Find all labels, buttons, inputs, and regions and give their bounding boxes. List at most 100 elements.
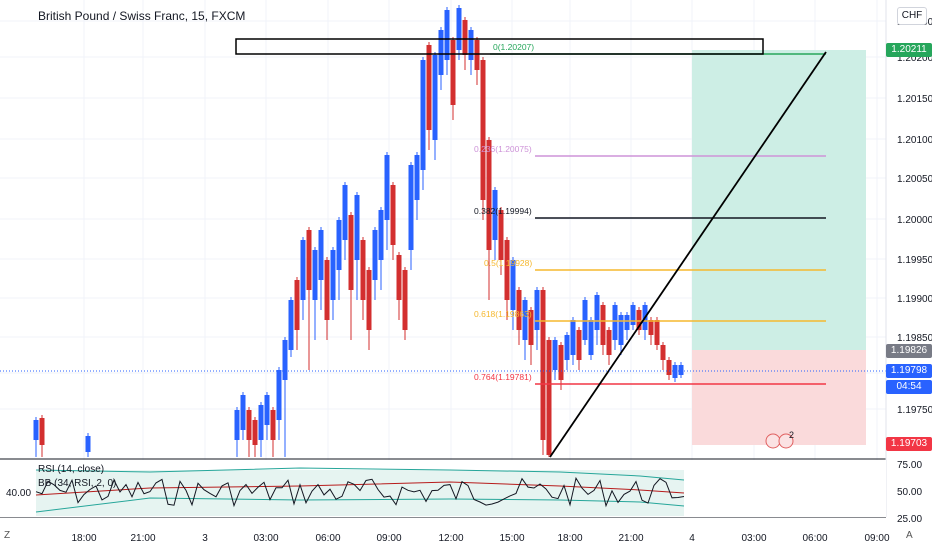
currency-button[interactable]: CHF	[897, 7, 927, 25]
candle-body	[486, 140, 492, 250]
fib-level-label: 0.764(1.19781)	[474, 372, 532, 382]
candle-body	[366, 270, 372, 330]
candle-body	[372, 230, 378, 280]
events-badge-icon[interactable]	[765, 433, 794, 449]
candle-body	[564, 335, 570, 360]
auto-scale-button[interactable]: A	[906, 530, 913, 541]
candle-body	[294, 280, 300, 330]
candle-body	[300, 240, 306, 300]
fib-level-label: 0.618(1.19863)	[474, 309, 532, 319]
price-tick-label: 1.20000	[897, 215, 932, 226]
candle-body	[270, 410, 276, 440]
fib-level-label: 0.5(1.19928)	[484, 258, 532, 268]
candle-body	[414, 155, 420, 200]
candle-body	[582, 300, 588, 340]
events-badge-count: 2	[789, 430, 794, 440]
price-tick-label: 1.19750	[897, 405, 932, 416]
bb-label[interactable]: BB (34, RSI, 2, 0)	[38, 478, 117, 489]
candle-body	[33, 420, 39, 440]
candle-body	[504, 240, 510, 300]
last-price-tag: 1.19798	[886, 364, 932, 378]
candle-body	[234, 410, 240, 440]
fib-level-label: 0(1.20207)	[493, 42, 534, 52]
candle-body	[264, 395, 270, 425]
candle-body	[426, 45, 432, 130]
rsi-line	[35, 476, 685, 508]
bb-basis	[35, 481, 685, 496]
candle-body	[546, 340, 552, 455]
candle-body	[246, 410, 252, 440]
time-tick-label: 06:00	[802, 533, 827, 544]
chart-title: British Pound / Swiss Franc, 15, FXCM	[38, 9, 246, 23]
candle-body	[432, 55, 438, 140]
candle-body	[420, 60, 426, 170]
candle-body	[522, 300, 528, 340]
price-tick-label: 1.20100	[897, 135, 932, 146]
candle-body	[354, 195, 360, 260]
candle-body	[654, 320, 660, 345]
candle-body	[462, 20, 468, 55]
candle-body	[306, 230, 312, 290]
trend-line[interactable]	[549, 51, 827, 458]
candle-body	[552, 340, 558, 370]
candle-body	[252, 420, 258, 445]
candle-body	[288, 300, 294, 350]
fib-level-label: 0.382(1.19994)	[474, 206, 532, 216]
rsi-label[interactable]: RSI (14, close)	[38, 464, 105, 475]
candle-body	[534, 290, 540, 330]
candle-body	[540, 290, 546, 440]
time-tick-label: 15:00	[499, 533, 524, 544]
price-tick-label: 1.20200	[897, 53, 932, 64]
time-tick-label: 03:00	[253, 533, 278, 544]
candle-body	[282, 340, 288, 380]
candle-body	[612, 305, 618, 340]
candle-body	[39, 418, 45, 445]
candle-body	[480, 60, 486, 200]
time-tick-label: 12:00	[438, 533, 463, 544]
candle-body	[468, 30, 474, 60]
tp-price-tag: 1.20211	[886, 43, 932, 57]
candle-body	[444, 10, 450, 60]
resistance-box[interactable]	[235, 38, 764, 55]
bb-upper	[35, 467, 685, 481]
candle-body	[276, 370, 282, 420]
candle-body	[618, 315, 624, 345]
scroll-left-button[interactable]: Z	[4, 530, 11, 541]
rsi-left-value: 40.00	[6, 488, 32, 499]
rsi-tick-label: 25.00	[897, 514, 922, 525]
candle-body	[378, 210, 384, 260]
time-tick-label: 4	[689, 533, 695, 544]
price-tick-label: 1.20050	[897, 174, 932, 185]
time-tick-label: 21:00	[618, 533, 643, 544]
candle-body	[240, 395, 246, 430]
candle-body	[456, 8, 462, 50]
candle-body	[450, 40, 456, 105]
time-tick-label: 21:00	[130, 533, 155, 544]
candle-body	[516, 290, 522, 330]
candles	[33, 5, 684, 457]
candle-body	[318, 230, 324, 280]
candle-body	[576, 330, 582, 360]
profit-zone	[692, 50, 866, 350]
candle-body	[636, 310, 642, 330]
price-tick-label: 1.19850	[897, 333, 932, 344]
candle-body	[396, 255, 402, 300]
candle-body	[342, 185, 348, 240]
time-tick-label: 18:00	[71, 533, 96, 544]
loss-zone	[692, 350, 866, 445]
candle-body	[258, 405, 264, 440]
sl-price-tag: 1.19703	[886, 437, 932, 451]
entry-price-tag: 1.19826	[886, 344, 932, 358]
candle-body	[624, 315, 630, 330]
time-tick-label: 03:00	[741, 533, 766, 544]
candle-body	[402, 270, 408, 330]
candle-body	[492, 190, 498, 240]
candle-body	[438, 30, 444, 75]
rsi-pane[interactable]	[0, 460, 886, 517]
candle-body	[85, 436, 91, 452]
candle-body	[510, 260, 516, 310]
price-tick-label: 1.19900	[897, 294, 932, 305]
candle-body	[336, 220, 342, 270]
